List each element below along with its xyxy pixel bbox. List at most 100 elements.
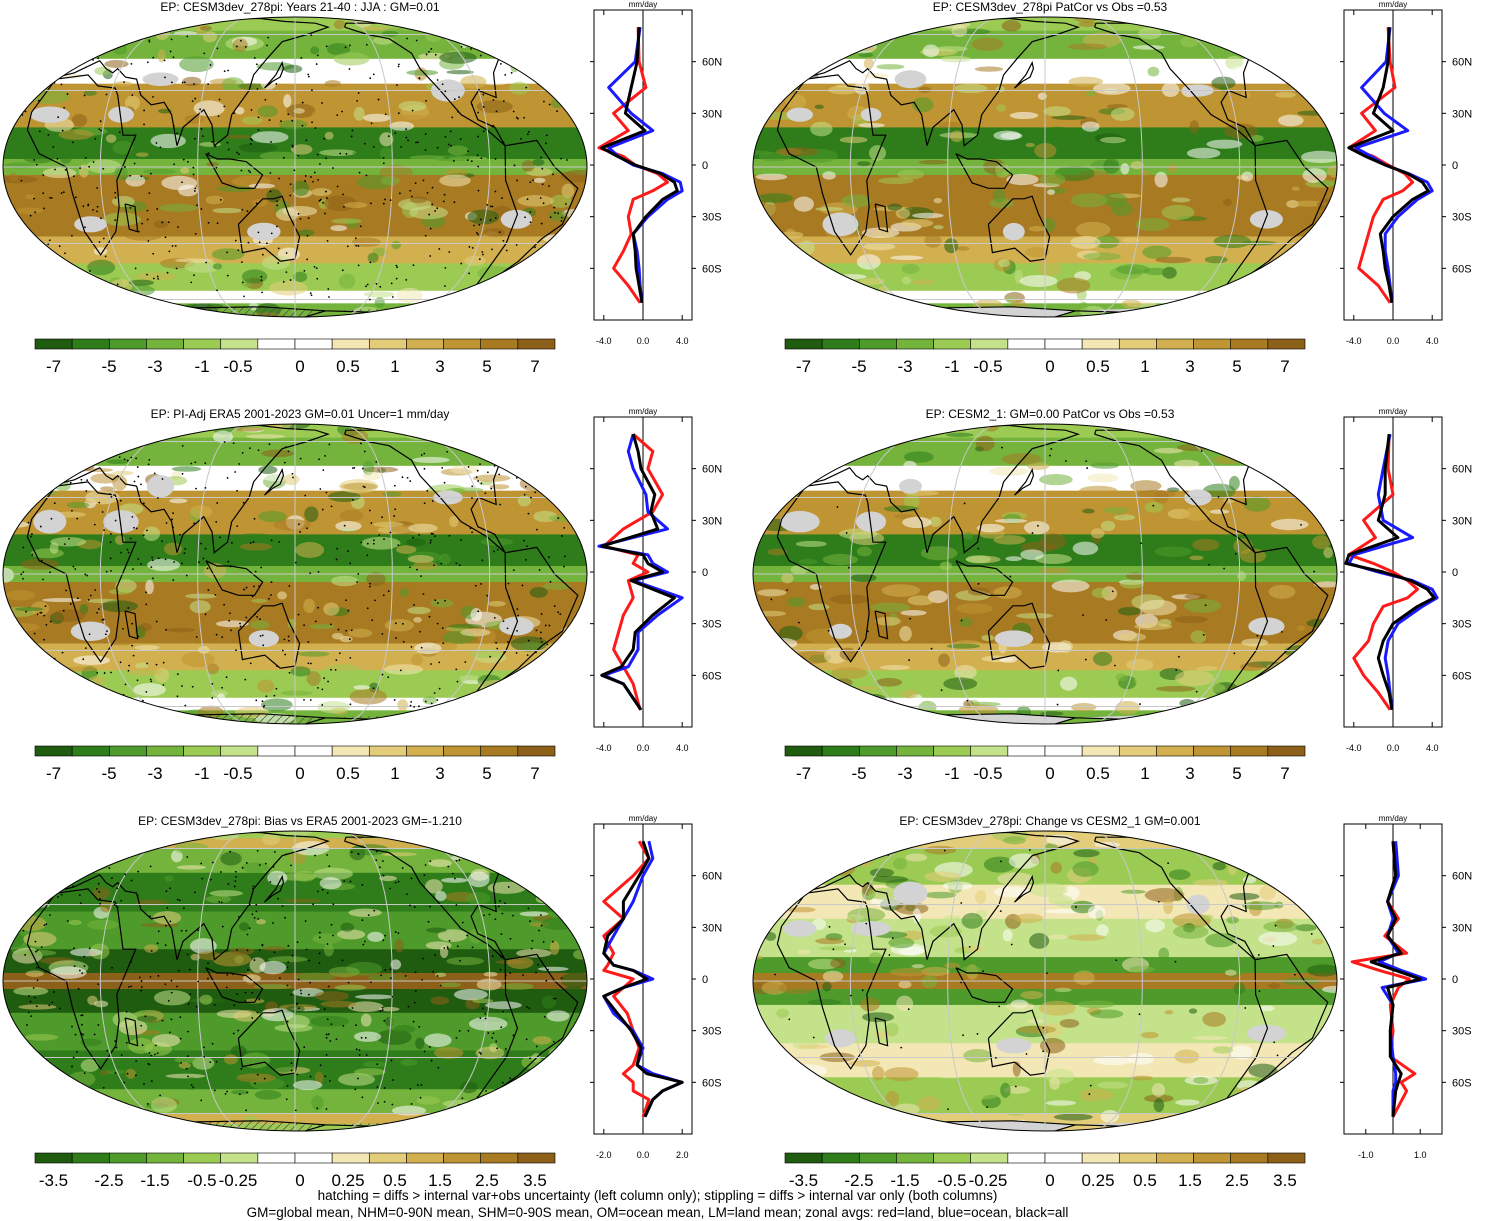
lat-tick-label: 0 — [1452, 567, 1458, 579]
colorbar-swatch — [443, 338, 482, 350]
colorbar-swatch — [1007, 745, 1046, 757]
colorbar-label: -7 — [796, 357, 811, 376]
colorbar-swatch — [1044, 338, 1083, 350]
lat-tick-label: 30S — [1452, 212, 1472, 224]
colorbar-label: -3 — [147, 357, 162, 376]
colorbar-swatch — [146, 1152, 184, 1164]
series-line-all — [1369, 841, 1422, 1117]
colorbar-label: 5 — [482, 764, 491, 783]
colorbar-swatch — [34, 745, 73, 757]
colorbar-swatch — [1118, 745, 1157, 757]
lat-tick-label: 30S — [702, 1026, 722, 1038]
continent-madagascar — [124, 1017, 139, 1047]
colorbar-swatch — [517, 1152, 556, 1164]
continent-australia — [237, 602, 301, 669]
colorbar-swatch — [1007, 338, 1046, 350]
colorbar-swatch — [34, 338, 73, 350]
colorbar-swatch — [480, 745, 519, 757]
colorbar-label: 0.5 — [383, 1171, 407, 1190]
zonal-unit-label: mm/day — [1379, 814, 1407, 823]
series-line-land — [1347, 27, 1415, 304]
colorbar-swatch — [183, 338, 222, 350]
colorbar-label: -3 — [897, 764, 912, 783]
colorbar: -7 -5 -3 -1 -0.5 0 0.5 1 3 5 7 — [34, 338, 556, 376]
zonal-x-tick: -4.0 — [596, 743, 612, 753]
lat-tick-label: 30N — [702, 515, 722, 527]
colorbar-swatch — [1230, 745, 1269, 757]
colorbar-label: -7 — [46, 764, 61, 783]
lat-tick-label: 60S — [1452, 1077, 1472, 1089]
zonal-mean-plot: mm/day -2.0 0.0 2.0 60N 30N 0 30S 60S — [590, 814, 722, 1160]
colorbar-label: -1 — [944, 764, 959, 783]
colorbar-label: -1 — [194, 357, 209, 376]
continent-south-america — [1226, 139, 1329, 294]
series-line-ocean — [1347, 433, 1439, 710]
zonal-x-tick: 1.0 — [1414, 1150, 1427, 1160]
footer-line-1: hatching = diffs > internal var+obs unce… — [317, 1188, 998, 1203]
precip-map — [2, 830, 588, 1132]
colorbar-label: 7 — [530, 764, 539, 783]
zonal-mean-plot: mm/day -1.0 1.0 60N 30N 0 30S 60S — [1340, 814, 1472, 1160]
series-line-land — [597, 27, 669, 304]
colorbar-swatch — [858, 338, 897, 350]
colorbar-swatch — [1193, 745, 1232, 757]
map-title: EP: CESM3dev_278pi PatCor vs Obs =0.53 — [932, 0, 1168, 14]
continent-madagascar — [874, 203, 889, 233]
colorbar-swatch — [1193, 338, 1232, 350]
colorbar-swatch — [146, 745, 184, 757]
zonal-x-tick: 0.0 — [1387, 743, 1400, 753]
colorbar-label: -1 — [194, 764, 209, 783]
colorbar-swatch — [1081, 1152, 1120, 1164]
continent-australia — [987, 1009, 1051, 1076]
series-line-ocean — [597, 433, 684, 711]
continent-madagascar — [124, 203, 139, 233]
zonal-mean-plot: mm/day -4.0 0.0 4.0 60N 30N 0 30S 60S — [1340, 407, 1472, 753]
series-line-land — [602, 433, 665, 711]
colorbar-swatch — [220, 338, 259, 350]
zonal-x-tick: -2.0 — [596, 1150, 612, 1160]
colorbar: -3.5 -2.5 -1.5 -0.5 -0.25 0 0.25 0.5 1.5 2.5 3.5 — [34, 1152, 556, 1190]
zonal-unit-label: mm/day — [629, 407, 657, 416]
zonal-x-tick: 4.0 — [1426, 743, 1439, 753]
colorbar-swatch — [108, 1152, 147, 1164]
continent-africa — [776, 481, 887, 663]
continent-madagascar — [874, 1017, 889, 1047]
colorbar-label: 3.5 — [1273, 1171, 1297, 1190]
lat-tick-label: 30N — [1452, 922, 1472, 934]
series-line-land — [1350, 841, 1417, 1118]
colorbar-label: -7 — [46, 357, 61, 376]
colorbar-swatch — [1081, 745, 1120, 757]
lat-tick-label: 0 — [1452, 974, 1458, 986]
colorbar-swatch — [443, 745, 482, 757]
colorbar-label: 0 — [1045, 357, 1054, 376]
colorbar-label: 3 — [435, 764, 444, 783]
series-line-all — [602, 840, 684, 1118]
colorbar-label: 1 — [390, 764, 399, 783]
colorbar-swatch — [480, 1152, 519, 1164]
colorbar-swatch — [517, 338, 556, 350]
lat-tick-label: 30S — [702, 619, 722, 631]
colorbar-label: 0 — [295, 764, 304, 783]
colorbar-swatch — [1118, 338, 1157, 350]
continent-south-america — [1226, 546, 1329, 701]
colorbar-label: 0.5 — [336, 764, 360, 783]
colorbar-swatch — [821, 745, 860, 757]
colorbar-label: 0.25 — [331, 1171, 364, 1190]
colorbar-label: 1.5 — [1178, 1171, 1202, 1190]
precip-map — [752, 423, 1338, 725]
colorbar-swatch — [1267, 745, 1306, 757]
colorbar-label: -5 — [851, 764, 866, 783]
colorbar-label: 3 — [1185, 764, 1194, 783]
zonal-x-tick: -4.0 — [1346, 743, 1362, 753]
colorbar-label: -5 — [101, 764, 116, 783]
continent-indonesia — [205, 153, 264, 189]
series-line-land — [602, 840, 651, 1118]
lat-tick-label: 60N — [1452, 871, 1472, 883]
continent-south-america — [476, 546, 579, 701]
lat-tick-label: 30N — [702, 108, 722, 120]
colorbar-swatch — [71, 745, 110, 757]
continent-indonesia — [205, 967, 264, 1003]
colorbar-label: 3 — [435, 357, 444, 376]
map-title: EP: CESM2_1: GM=0.00 PatCor vs Obs =0.53 — [925, 407, 1175, 421]
map-panel: EP: CESM3dev_278pi: Bias vs ERA5 2001-20… — [0, 814, 740, 1214]
